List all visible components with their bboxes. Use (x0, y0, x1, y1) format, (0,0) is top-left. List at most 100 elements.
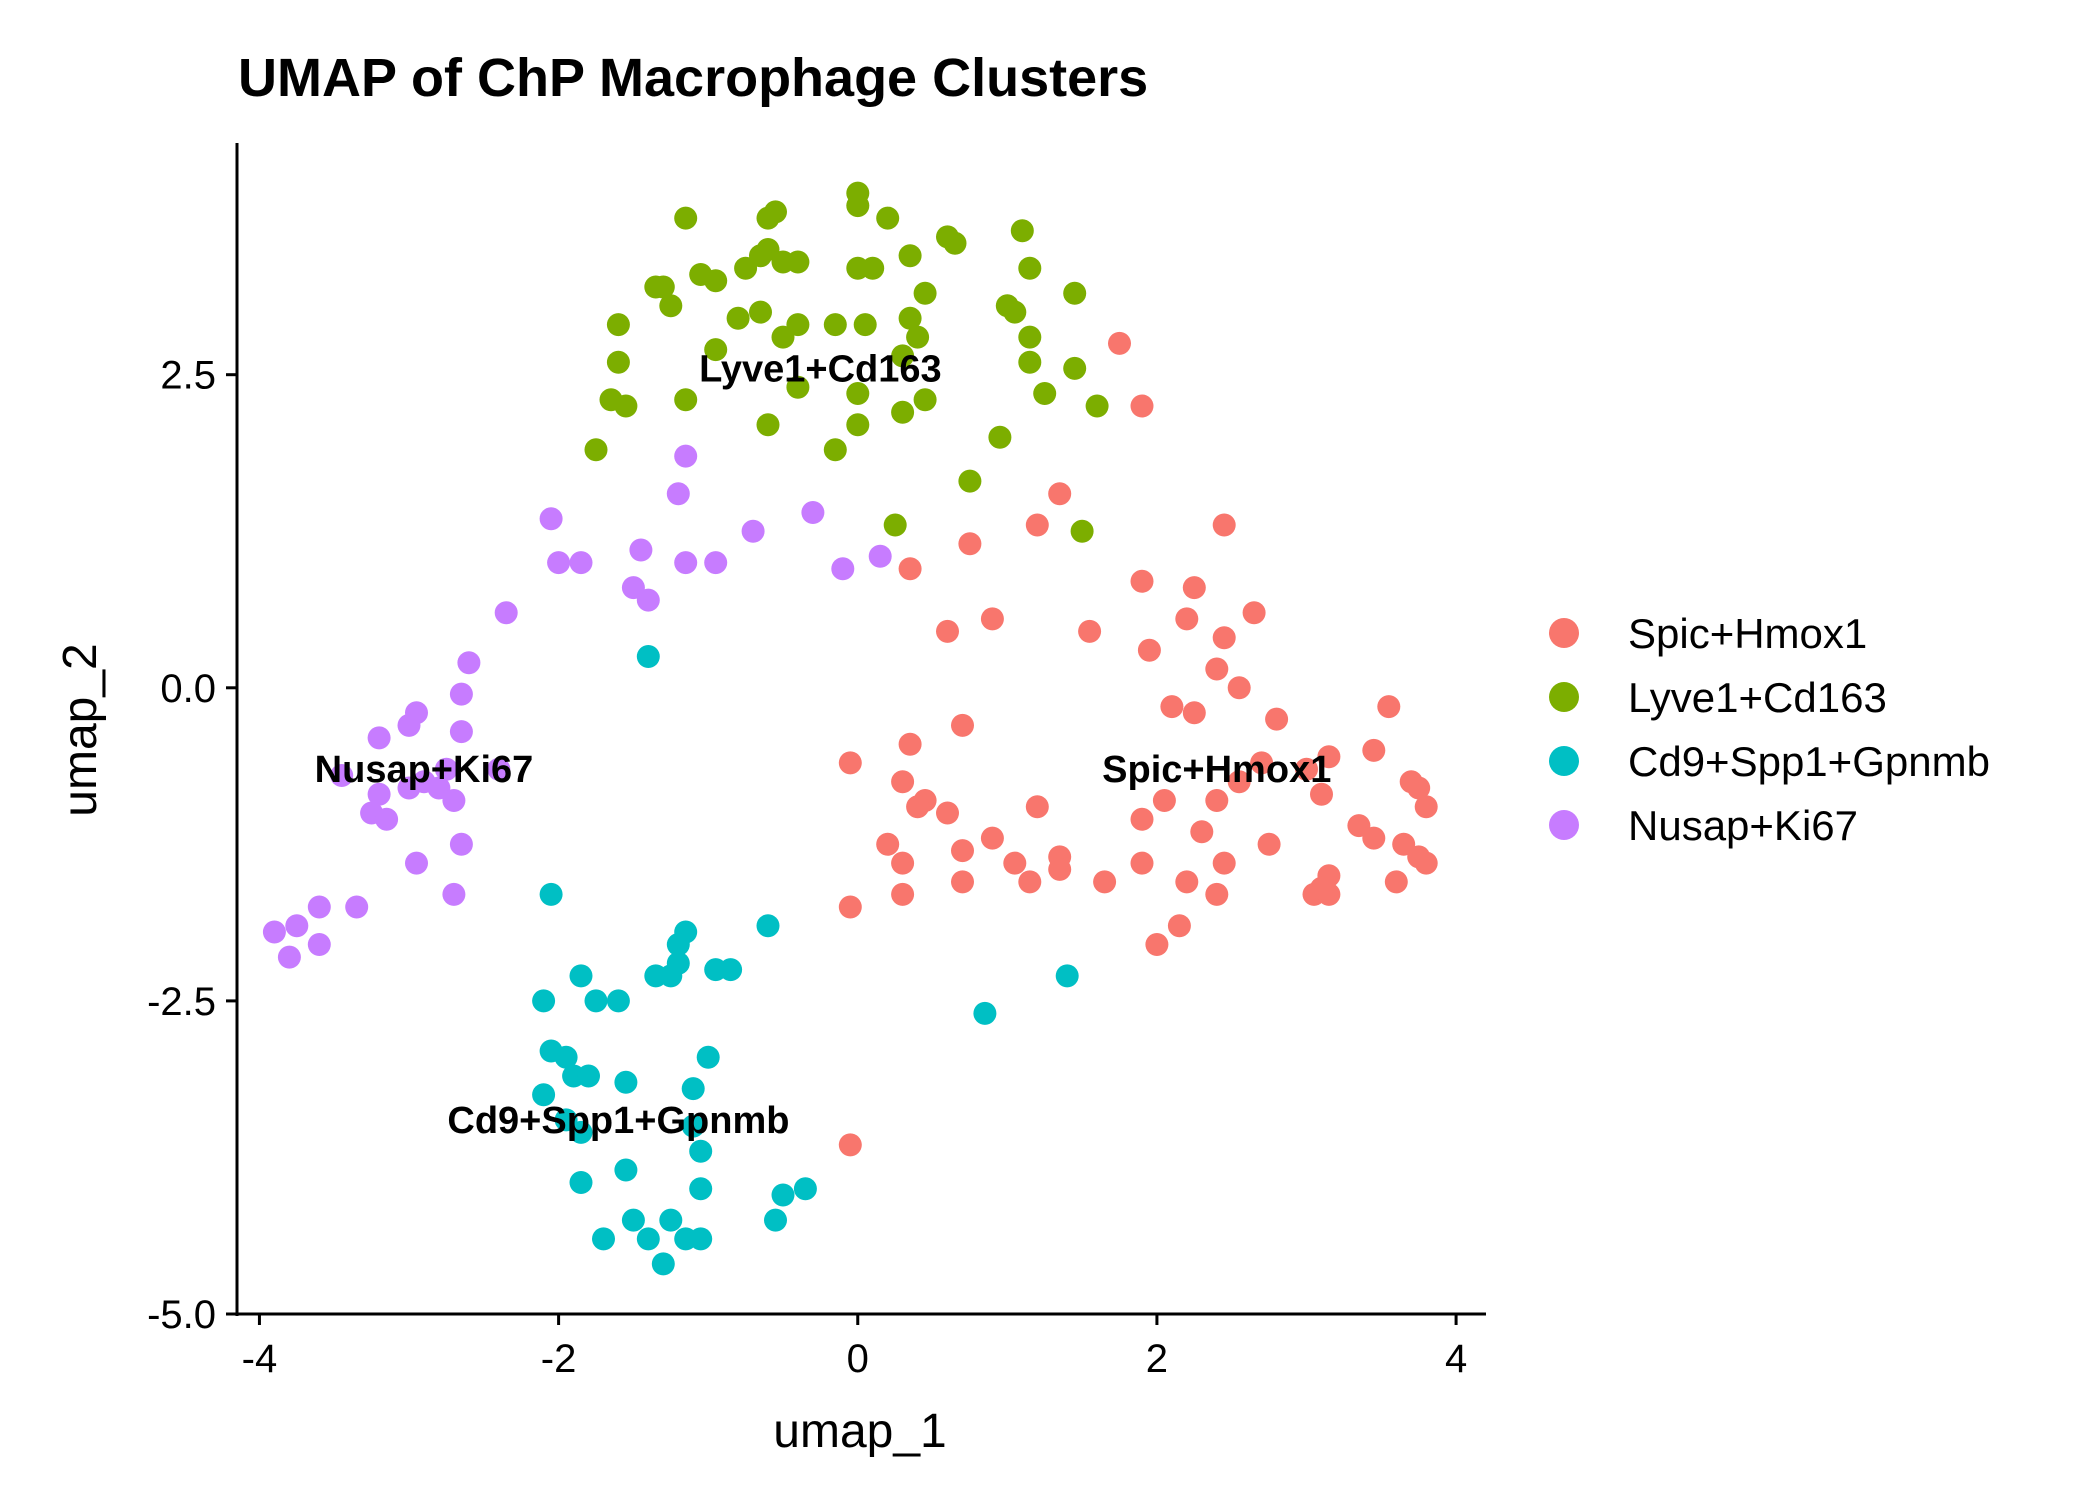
data-point (764, 1208, 787, 1232)
data-point (838, 1133, 862, 1157)
legend-item: Lyve1+Cd163 (1549, 674, 1887, 721)
data-point (846, 194, 870, 218)
data-point (1190, 820, 1214, 844)
data-point (606, 313, 630, 337)
data-point (689, 1177, 713, 1201)
data-point (786, 375, 810, 399)
data-point (532, 989, 556, 1013)
legend-key (1549, 746, 1579, 776)
data-point (891, 770, 915, 794)
data-point (1003, 300, 1027, 324)
data-point (636, 645, 660, 668)
data-point (584, 438, 608, 462)
data-point (696, 1045, 720, 1069)
data-point (1295, 757, 1318, 781)
data-point (771, 250, 795, 274)
data-point (1212, 851, 1236, 875)
data-point (704, 338, 728, 362)
data-point (494, 601, 518, 625)
data-point (405, 851, 428, 875)
data-point (1407, 776, 1431, 800)
legend: Spic+Hmox1 Lyve1+Cd163 Cd9+Spp1+Gpnmb Nusap… (1549, 610, 1990, 849)
data-point (1242, 601, 1266, 625)
data-point (1317, 745, 1341, 769)
data-point (846, 382, 870, 405)
legend-item: Cd9+Spp1+Gpnmb (1549, 738, 1990, 785)
points-layer (262, 181, 1438, 1276)
data-point (666, 482, 690, 506)
series-0 (838, 331, 1438, 1157)
data-point (913, 281, 937, 305)
data-point (1010, 219, 1034, 243)
data-point (898, 306, 922, 330)
data-point (861, 256, 885, 280)
data-point (277, 945, 301, 969)
cluster-label: Nusap+Ki67 (315, 749, 534, 791)
data-point (457, 651, 481, 675)
data-point (1025, 795, 1049, 819)
data-point (659, 1208, 683, 1232)
data-point (913, 388, 937, 412)
data-point (262, 920, 286, 944)
data-point (1063, 356, 1087, 380)
data-point (891, 882, 915, 906)
y-tick-label: 2.5 (160, 354, 216, 398)
data-point (1182, 576, 1206, 600)
data-point (592, 1227, 615, 1251)
data-point (951, 713, 974, 737)
data-point (1257, 832, 1281, 856)
data-point (980, 826, 1004, 850)
data-point (891, 400, 915, 424)
data-point (532, 1083, 556, 1107)
data-point (1003, 851, 1027, 875)
data-point (569, 1171, 593, 1194)
data-point (898, 557, 922, 581)
data-point (584, 989, 608, 1013)
data-point (958, 532, 982, 556)
data-point (1250, 751, 1274, 775)
data-point (704, 958, 728, 982)
legend-key (1549, 810, 1579, 840)
data-point (1362, 738, 1386, 762)
data-point (906, 795, 930, 819)
data-point (704, 269, 728, 293)
cluster-label: Spic+Hmox1 (1102, 749, 1331, 791)
data-point (569, 1120, 593, 1144)
data-point (674, 444, 698, 468)
data-point (1414, 851, 1438, 875)
data-point (1175, 607, 1199, 631)
data-point (823, 313, 847, 337)
data-point (674, 206, 698, 230)
data-point (442, 789, 466, 812)
data-point (756, 413, 780, 437)
data-point (681, 1077, 705, 1101)
data-point (1085, 394, 1109, 418)
data-point (397, 776, 421, 800)
data-point (883, 513, 907, 537)
data-point (838, 895, 862, 919)
data-point (1078, 619, 1102, 643)
data-point (1130, 394, 1154, 418)
data-point (614, 1070, 638, 1094)
data-point (1018, 350, 1042, 374)
data-point (614, 1158, 638, 1182)
data-point (876, 206, 900, 230)
series-3 (262, 444, 892, 969)
data-point (681, 1114, 705, 1138)
x-ticks: -4 -2 0 2 4 (242, 1314, 1467, 1381)
data-point (1130, 807, 1154, 831)
data-point (1227, 676, 1251, 700)
data-point (876, 832, 900, 856)
data-point (1310, 876, 1333, 900)
data-point (1018, 325, 1042, 349)
data-point (367, 726, 391, 750)
x-tick-label: 0 (847, 1337, 869, 1381)
legend-label: Nusap+Ki67 (1628, 802, 1858, 849)
data-point (666, 933, 690, 956)
legend-key (1549, 682, 1579, 712)
data-point (449, 682, 473, 706)
data-point (1205, 657, 1229, 681)
data-point (674, 551, 698, 575)
data-point (449, 832, 473, 856)
data-point (1205, 882, 1229, 906)
